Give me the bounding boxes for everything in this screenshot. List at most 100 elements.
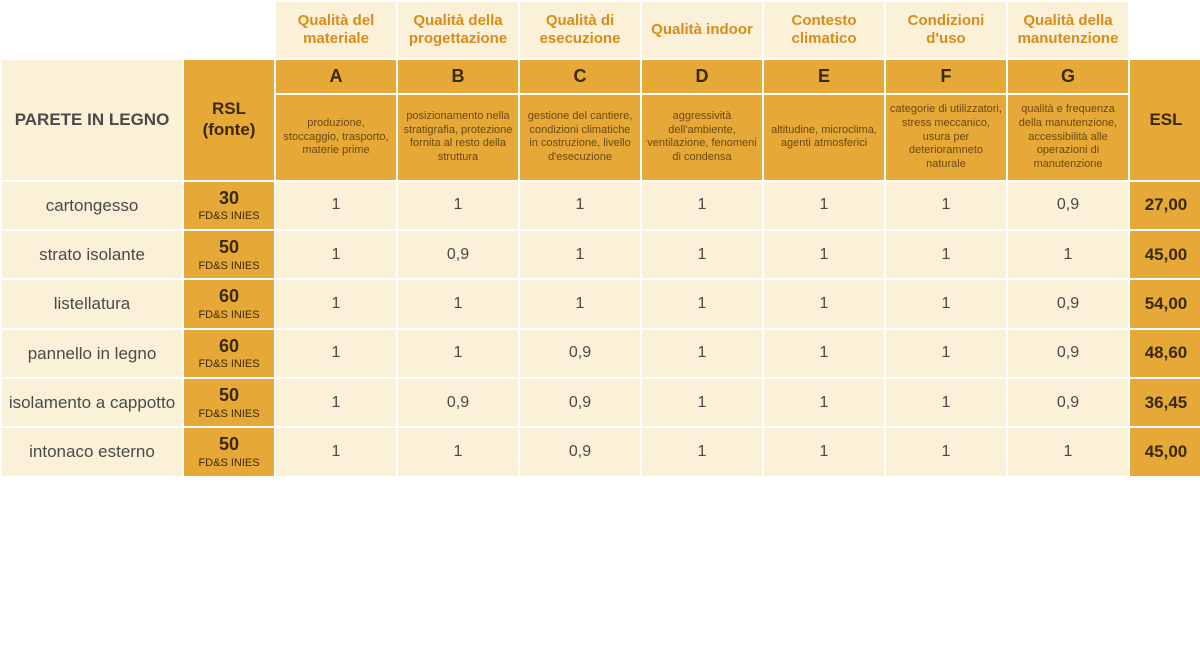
col-letter-d: D — [642, 60, 762, 93]
factor-cell: 1 — [886, 280, 1006, 327]
col-title-e: Contesto climatico — [764, 2, 884, 58]
factor-cell: 1 — [520, 231, 640, 278]
rsl-value: 50 — [186, 434, 272, 455]
factor-cell: 0,9 — [398, 231, 518, 278]
esl-cell: 54,00 — [1130, 280, 1200, 327]
factor-cell: 0,9 — [520, 379, 640, 426]
factor-cell: 1 — [276, 280, 396, 327]
table-title: PARETE IN LEGNO — [2, 60, 182, 180]
factor-cell: 1 — [276, 330, 396, 377]
factor-cell: 1 — [764, 231, 884, 278]
factor-cell: 1 — [886, 231, 1006, 278]
rsl-source: FD&S INIES — [186, 358, 272, 371]
rsl-cell: 50 FD&S INIES — [184, 428, 274, 475]
factor-cell: 1 — [764, 428, 884, 475]
rsl-source: FD&S INIES — [186, 457, 272, 470]
factor-cell: 0,9 — [1008, 182, 1128, 229]
table-row: strato isolante50FD&S INIES10,91111145,0… — [2, 231, 1200, 278]
rsl-header: RSL (fonte) — [184, 60, 274, 180]
col-desc-e: altitudine, microclima, agenti atmosferi… — [764, 95, 884, 180]
factor-cell: 1 — [642, 428, 762, 475]
col-title-a: Qualità del materiale — [276, 2, 396, 58]
factor-cell: 1 — [276, 182, 396, 229]
factor-cell: 1 — [1008, 428, 1128, 475]
esl-cell: 45,00 — [1130, 231, 1200, 278]
row-label: strato isolante — [2, 231, 182, 278]
factor-cell: 1 — [886, 428, 1006, 475]
factor-cell: 0,9 — [1008, 330, 1128, 377]
rsl-cell: 50 FD&S INIES — [184, 379, 274, 426]
esl-cell: 36,45 — [1130, 379, 1200, 426]
factor-cell: 1 — [398, 280, 518, 327]
esl-cell: 27,00 — [1130, 182, 1200, 229]
rsl-value: 50 — [186, 237, 272, 258]
esl-cell: 48,60 — [1130, 330, 1200, 377]
table-row: intonaco esterno50FD&S INIES110,9111145,… — [2, 428, 1200, 475]
esl-header: ESL — [1130, 60, 1200, 180]
factor-cell: 1 — [1008, 231, 1128, 278]
col-letter-g: G — [1008, 60, 1128, 93]
col-title-b: Qualità della progettazione — [398, 2, 518, 58]
rsl-cell: 30FD&S INIES — [184, 182, 274, 229]
factor-cell: 1 — [276, 428, 396, 475]
col-desc-d: aggressività dell'ambiente, ventilazione… — [642, 95, 762, 180]
col-letter-f: F — [886, 60, 1006, 93]
col-title-f: Condizioni d'uso — [886, 2, 1006, 58]
col-letter-e: E — [764, 60, 884, 93]
table-row: listellatura60FD&S INIES1111110,954,00 — [2, 280, 1200, 327]
col-desc-a: produzione, stoccaggio, trasporto, mater… — [276, 95, 396, 180]
row-label: listellatura — [2, 280, 182, 327]
row-label: pannello in legno — [2, 330, 182, 377]
factor-cell: 1 — [398, 182, 518, 229]
rsl-value: 60 — [186, 286, 272, 307]
factor-cell: 1 — [642, 379, 762, 426]
row-label: isolamento a cappotto — [2, 379, 182, 426]
factor-cell: 1 — [642, 182, 762, 229]
factor-cell: 1 — [764, 182, 884, 229]
table-header: Qualità del materiale Qualità della prog… — [2, 2, 1200, 180]
factor-cell: 0,9 — [520, 330, 640, 377]
factor-cell: 0,9 — [1008, 379, 1128, 426]
factor-cell: 1 — [886, 330, 1006, 377]
factor-cell: 1 — [642, 280, 762, 327]
table-row: cartongesso30FD&S INIES1111110,927,00 — [2, 182, 1200, 229]
factor-cell: 1 — [520, 182, 640, 229]
factor-cell: 1 — [276, 379, 396, 426]
factor-cell: 1 — [642, 330, 762, 377]
factor-cell: 1 — [398, 330, 518, 377]
rsl-value: 60 — [186, 336, 272, 357]
factor-cell: 1 — [276, 231, 396, 278]
factor-cell: 1 — [886, 379, 1006, 426]
col-letter-c: C — [520, 60, 640, 93]
factor-cell: 1 — [398, 428, 518, 475]
table-body: cartongesso30FD&S INIES1111110,927,00str… — [2, 182, 1200, 476]
factor-cell: 1 — [520, 280, 640, 327]
col-desc-b: posizionamento nella stratigrafia, prote… — [398, 95, 518, 180]
factor-cell: 1 — [764, 280, 884, 327]
esl-table: Qualità del materiale Qualità della prog… — [0, 0, 1200, 478]
table-row: isolamento a cappotto50FD&S INIES10,90,9… — [2, 379, 1200, 426]
row-label: cartongesso — [2, 182, 182, 229]
rsl-value: 50 — [186, 385, 272, 406]
col-letter-b: B — [398, 60, 518, 93]
table-row: pannello in legno60FD&S INIES110,91110,9… — [2, 330, 1200, 377]
rsl-source: FD&S INIES — [186, 309, 272, 322]
factor-cell: 1 — [642, 231, 762, 278]
col-title-c: Qualità di esecuzione — [520, 2, 640, 58]
factor-cell: 0,9 — [520, 428, 640, 475]
rsl-cell: 50FD&S INIES — [184, 231, 274, 278]
factor-cell: 0,9 — [398, 379, 518, 426]
col-letter-a: A — [276, 60, 396, 93]
col-title-d: Qualità indoor — [642, 2, 762, 58]
rsl-cell: 60 FD&S INIES — [184, 280, 274, 327]
rsl-source: FD&S INIES — [186, 210, 272, 223]
factor-cell: 1 — [764, 330, 884, 377]
rsl-value: 30 — [186, 188, 272, 209]
col-title-g: Qualità della manutenzione — [1008, 2, 1128, 58]
rsl-source: FD&S INIES — [186, 408, 272, 421]
factor-cell: 0,9 — [1008, 280, 1128, 327]
rsl-cell: 60FD&S INIES — [184, 330, 274, 377]
col-desc-f: categorie di utilizzatori, stress meccan… — [886, 95, 1006, 180]
esl-cell: 45,00 — [1130, 428, 1200, 475]
col-desc-g: qualità e frequenza della manutenzione, … — [1008, 95, 1128, 180]
